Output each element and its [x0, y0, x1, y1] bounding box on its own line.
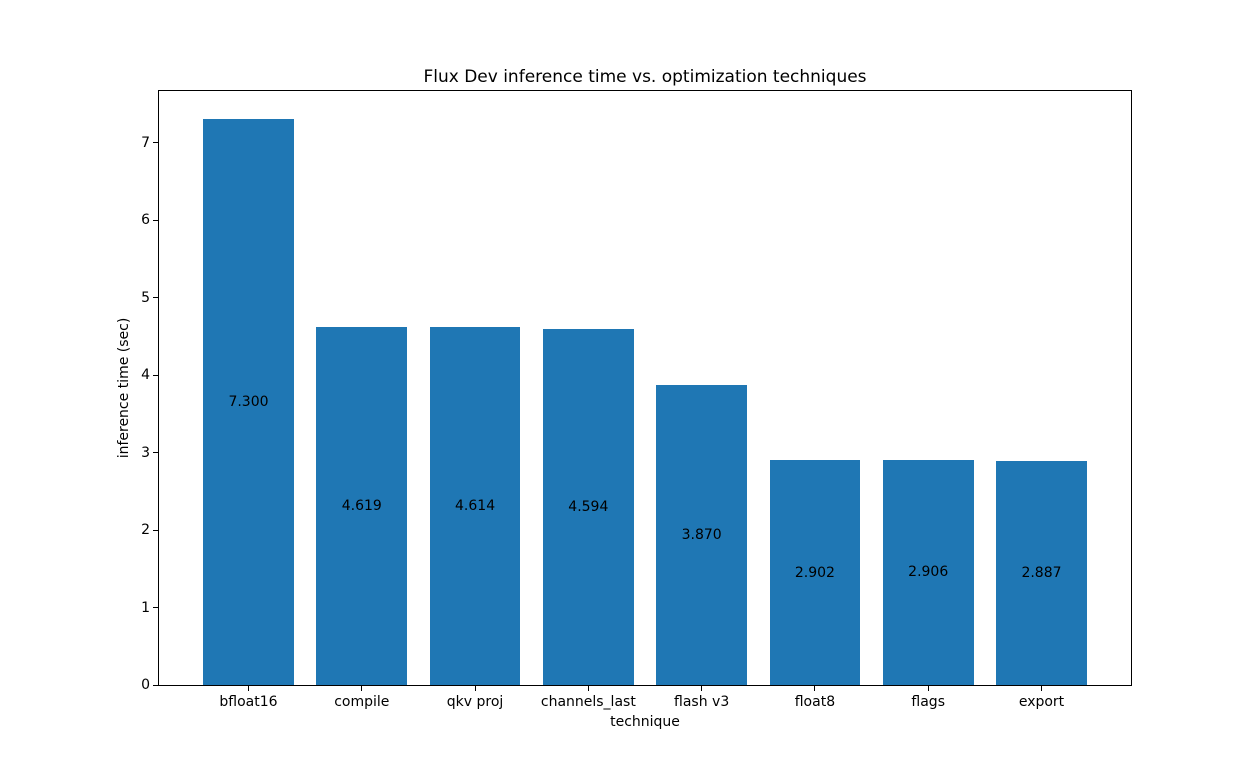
bar-float8: 2.902 — [769, 460, 861, 685]
y-tick-mark — [153, 297, 158, 299]
bar-value-label: 2.887 — [1021, 565, 1062, 582]
x-tick-label-bfloat16: bfloat16 — [219, 694, 278, 710]
y-tick-label: 1 — [141, 599, 150, 616]
bar-value-label: 2.902 — [794, 564, 835, 581]
plot-area: 0 1 2 3 4 5 6 7 bfloat16 7.300 compile 4.619 qkv pro… — [141, 90, 1132, 710]
y-tick-mark — [153, 529, 158, 531]
bar-value-label: 7.300 — [228, 394, 269, 411]
y-tick-label: 6 — [141, 212, 150, 229]
x-tick-label-qkv-proj: qkv proj — [446, 694, 504, 710]
chart-title: Flux Dev inference time vs. optimization… — [423, 67, 867, 87]
y-tick-label: 4 — [141, 367, 150, 384]
x-tick-label-float8: float8 — [794, 694, 836, 710]
x-tick-mark — [474, 686, 476, 691]
x-tick-label-flash-v3: flash v3 — [674, 694, 730, 710]
y-tick-mark — [153, 374, 158, 376]
y-tick-mark — [153, 684, 158, 686]
x-tick-label-flags: flags — [911, 694, 945, 710]
bar-flags: 2.906 — [882, 459, 974, 685]
y-tick-mark — [153, 142, 158, 144]
x-tick-label-export: export — [1018, 694, 1065, 710]
bar-value-label: 4.614 — [455, 498, 496, 515]
x-tick-mark — [701, 686, 703, 691]
bar-bfloat16: 7.300 — [203, 119, 294, 685]
x-axis-label: technique — [610, 714, 680, 730]
y-tick-mark — [153, 607, 158, 608]
y-tick-mark — [153, 452, 158, 453]
y-tick-label: 0 — [141, 677, 150, 693]
x-tick-mark — [361, 686, 363, 691]
x-tick-mark — [247, 686, 249, 691]
x-tick-label-channels_last: channels_last — [540, 694, 636, 710]
bar-value-label: 2.906 — [908, 564, 949, 581]
x-tick-label-compile: compile — [334, 694, 390, 710]
bar-flash-v3: 3.870 — [656, 385, 747, 685]
bar-value-label: 3.870 — [681, 527, 722, 544]
y-tick-label: 2 — [141, 522, 150, 538]
x-tick-mark — [587, 686, 589, 691]
y-tick-label: 5 — [141, 289, 150, 306]
bar-compile: 4.619 — [316, 327, 408, 685]
bar-channels_last: 4.594 — [543, 329, 634, 685]
y-tick-label: 3 — [141, 444, 150, 461]
bar-qkv-proj: 4.614 — [429, 327, 521, 685]
y-axis-label: inference time (sec) — [116, 317, 132, 459]
x-tick-mark — [1041, 686, 1042, 691]
x-tick-mark — [927, 686, 929, 691]
bar-export: 2.887 — [996, 461, 1087, 685]
y-tick-mark — [153, 219, 158, 221]
bar-value-label: 4.619 — [341, 498, 382, 515]
bar-value-label: 4.594 — [568, 499, 609, 515]
x-tick-mark — [814, 686, 816, 691]
y-tick-label: 7 — [141, 134, 150, 151]
